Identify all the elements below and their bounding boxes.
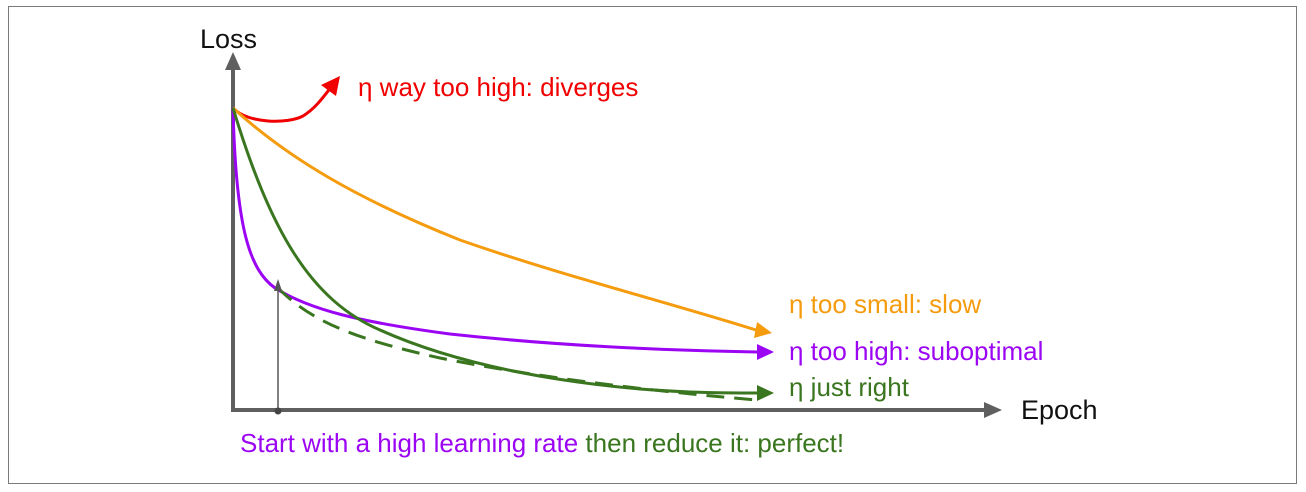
figure-frame: [8, 6, 1297, 484]
y-axis-arrowhead: [225, 52, 241, 70]
diverges-curve: [231, 85, 334, 123]
diverges-arrowhead: [321, 76, 340, 96]
x-axis-arrowhead: [984, 402, 1002, 418]
suboptimal-label: η too high: suboptimal: [789, 336, 1043, 366]
diverges-label: η way too high: diverges: [358, 72, 638, 102]
suboptimal-arrowhead: [757, 344, 774, 360]
suboptimal-curve: [231, 107, 758, 354]
schedule-start-dot: [274, 407, 282, 415]
caption-part-reduce: then reduce it: perfect!: [578, 428, 844, 458]
schedule-dashed-curve: [276, 286, 758, 402]
x-axis-label: Epoch: [1021, 395, 1098, 425]
slow-label: η too small: slow: [789, 289, 981, 319]
just-right-curve: [231, 107, 758, 395]
caption-part-high-rate: Start with a high learning rate: [240, 428, 578, 458]
slow-curve: [231, 106, 757, 332]
caption: Start with a high learning rate then red…: [240, 428, 844, 458]
y-axis-label: Loss: [200, 24, 257, 54]
just-right-arrowhead: [757, 385, 774, 401]
slow-arrowhead: [754, 322, 772, 338]
just-right-label: η just right: [789, 372, 910, 402]
schedule-start-arrowhead: [274, 279, 282, 291]
